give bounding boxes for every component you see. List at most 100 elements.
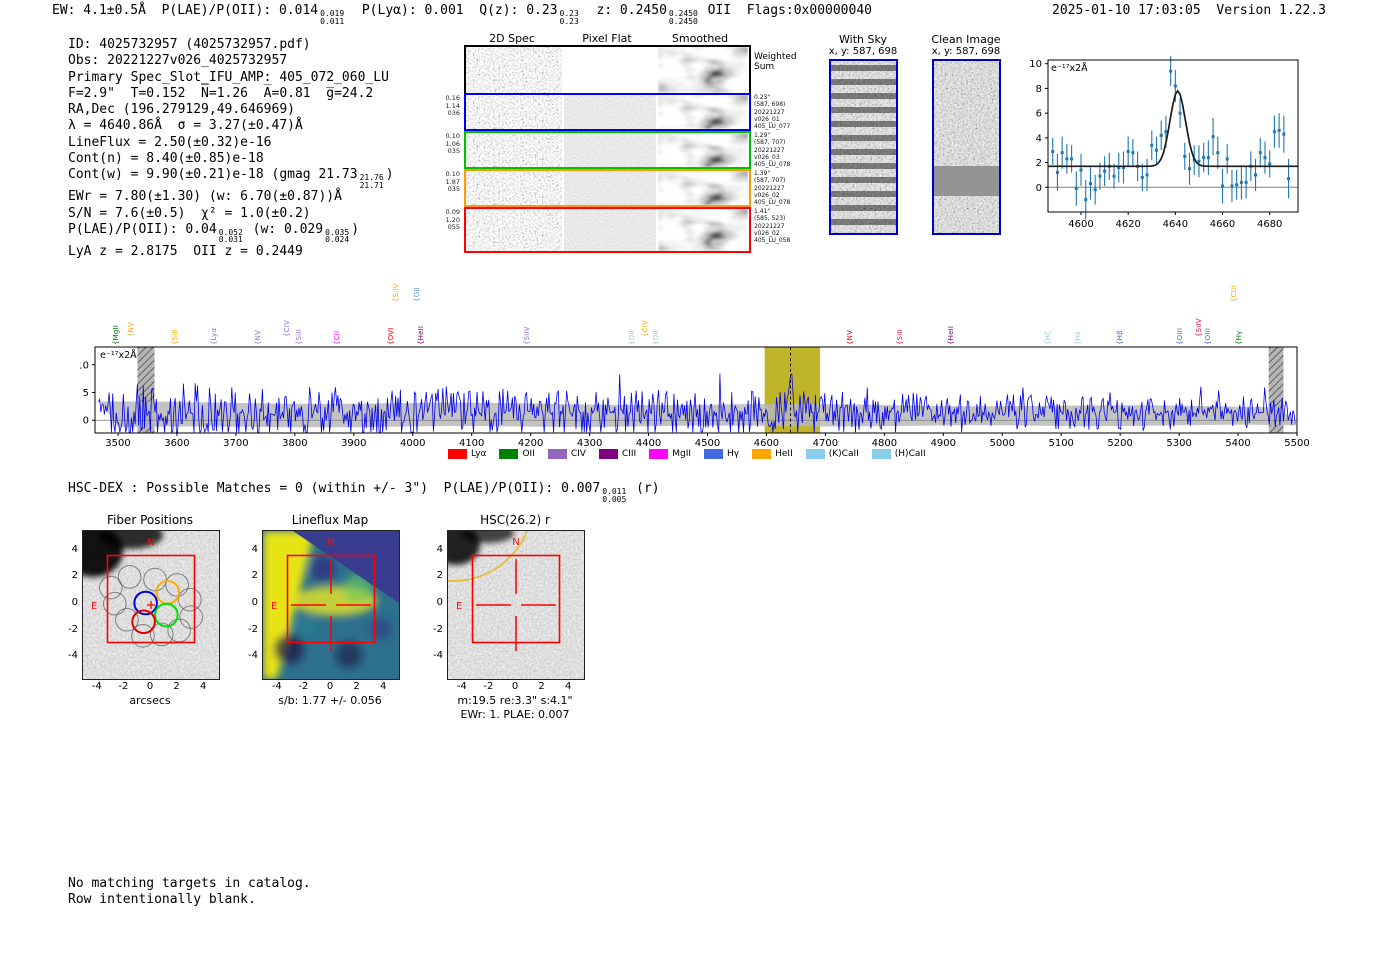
- cutout-x-tick: -2: [483, 681, 494, 692]
- legend-label: (K)CaII: [828, 449, 859, 459]
- report-version: Version 1.22.3: [1216, 3, 1326, 18]
- svg-text:6: 6: [1036, 109, 1042, 120]
- fiber-row-weights: 0.09 1.20 055: [445, 208, 460, 232]
- legend-item: CIII: [598, 449, 636, 459]
- fiber-row-info: 1.39" (587, 707) 20221227 v026_02 405_LU_078: [754, 170, 791, 207]
- clean-image: [932, 59, 1001, 235]
- cutout-y-tick: 4: [71, 543, 78, 555]
- emission-line-label: {SiIV: [391, 283, 400, 302]
- svg-text:4600: 4600: [1068, 219, 1093, 230]
- fiber-row-weights: 0.16 1.14 036: [445, 94, 460, 118]
- emission-line-label: {CIV: [640, 320, 649, 337]
- svg-text:4700: 4700: [813, 438, 838, 449]
- cutout-y-tick: -4: [248, 650, 258, 662]
- emission-line-label: {OIII: [1175, 327, 1184, 345]
- with-sky-coords: x, y: 587, 698: [828, 46, 898, 57]
- svg-text:2: 2: [1036, 158, 1042, 169]
- legend-item: Lyα: [448, 449, 486, 459]
- cutout-x-tick: 4: [565, 681, 572, 692]
- legend-swatch: [805, 449, 825, 459]
- legend-item: CIV: [547, 449, 586, 459]
- info-line: Cont(n) = 8.40(±0.85)e-18: [68, 151, 264, 167]
- legend-swatch: [448, 449, 467, 459]
- clean-image-title: Clean Image: [931, 33, 1001, 46]
- svg-text:4660: 4660: [1210, 219, 1235, 230]
- info-line: λ = 4640.86Å σ = 3.27(±0.47)Å: [68, 118, 303, 134]
- footer-line-2: Row intentionally blank.: [68, 891, 256, 907]
- fiber-positions-panel: N E: [82, 530, 220, 680]
- spec2d-image: [564, 95, 656, 129]
- svg-text:4680: 4680: [1257, 219, 1282, 230]
- spec2d-fiber-row: [464, 207, 751, 253]
- compass-north-label: N: [327, 537, 334, 548]
- svg-text:3700: 3700: [223, 438, 248, 449]
- emission-line-label: {CIV: [283, 320, 292, 337]
- fiber-row-weights: 0.10 1.06 035: [445, 132, 460, 156]
- uncertainty-fraction: 0.2450 0.2450: [668, 9, 698, 26]
- uncertainty-fraction: 0.019 0.011: [320, 9, 345, 26]
- emission-line-label: {SiIV: [523, 326, 532, 345]
- svg-text:5300: 5300: [1166, 438, 1191, 449]
- cutout-x-tick: 4: [200, 681, 207, 692]
- header-spacer: [1201, 3, 1217, 18]
- cutout-x-tick: -4: [91, 681, 102, 692]
- cutout-y-tick: 0: [251, 597, 258, 608]
- uncertainty-fraction: 0.23 0.23: [559, 9, 579, 26]
- aperture-circle: [448, 531, 529, 582]
- cutout-y-tick: 2: [71, 570, 78, 582]
- emission-line-label: {NV: [845, 329, 854, 345]
- cutout-x-tick: 2: [538, 681, 545, 692]
- clean-image-coords: x, y: 587, 698: [931, 46, 1001, 57]
- compass-north-label: N: [147, 537, 154, 548]
- cutout-y-tick: 0: [436, 597, 443, 608]
- header-summary: EW: 4.1±0.5Å P(LAE)/P(OII): 0.014 0.019 0.…: [52, 3, 872, 26]
- cutout-y-tick: -4: [68, 650, 78, 662]
- svg-text:3800: 3800: [282, 438, 307, 449]
- svg-text:4600: 4600: [754, 438, 779, 449]
- info-line: Obs: 20221227v026_4025732957: [68, 53, 288, 69]
- emission-line-label: {SiII: [295, 329, 304, 345]
- spec2d-image: [658, 209, 748, 251]
- uncertainty-fraction: 0.035 0.024: [325, 227, 350, 245]
- emission-line-label: {HeII: [416, 325, 425, 345]
- legend-swatch: [649, 449, 669, 459]
- svg-text:5500: 5500: [1284, 438, 1309, 449]
- legend-item: HeII: [752, 449, 793, 459]
- uncertainty-fraction: 21.76 21.71: [359, 173, 384, 190]
- cutout-y-tick: -2: [248, 623, 258, 635]
- svg-text:4900: 4900: [931, 438, 956, 449]
- emission-line-label: {NV: [253, 329, 262, 345]
- lineflux-map-panel: N E: [262, 530, 400, 680]
- lineflux-map-title: Lineflux Map: [291, 513, 369, 527]
- spec2d-section: 2D Spec Pixel Flat Smoothed Weighted Sum…: [420, 30, 820, 260]
- svg-text:4640: 4640: [1163, 219, 1188, 230]
- svg-text:5000: 5000: [990, 438, 1015, 449]
- hsc-r-panel: N E: [447, 530, 585, 680]
- emission-line-label: {Hγ: [1235, 330, 1244, 345]
- emission-line-label: {OII: [627, 330, 636, 345]
- info-line: P(LAE)/P(OII): 0.04 0.052 0.031 (w: 0.029 0…: [68, 221, 360, 245]
- svg-text:3600: 3600: [164, 438, 189, 449]
- legend-swatch: [499, 449, 519, 459]
- legend-label: CIV: [570, 449, 586, 459]
- hsc-dex-match-line: HSC-DEX : Possible Matches = 0 (within +…: [68, 481, 660, 504]
- fiber-row-info: 1.41" (585, 523) 20221227 v026_02 405_LU_058: [754, 208, 791, 245]
- spec2d-image: [466, 209, 562, 251]
- cutout-x-tick: 0: [146, 681, 154, 692]
- pixel-flat-image: [564, 47, 656, 93]
- svg-text:e⁻¹⁷x2Å: e⁻¹⁷x2Å: [1051, 62, 1088, 74]
- svg-text:3900: 3900: [341, 438, 366, 449]
- with-sky-title: With Sky: [839, 33, 887, 46]
- emission-line-label: {HeII: [947, 325, 956, 345]
- legend-swatch: [752, 449, 772, 459]
- spec2d-image: [466, 133, 562, 167]
- legend-swatch: [598, 449, 618, 459]
- cutout-y-tick: -2: [68, 623, 78, 635]
- cutout-x-tick: 0: [511, 681, 519, 692]
- spec2d-fiber-row: [464, 93, 751, 131]
- emission-line-label: {MgII: [112, 324, 121, 345]
- spec2d-image: [564, 133, 656, 167]
- footer-line-1: No matching targets in catalog.: [68, 876, 311, 891]
- svg-text:4500: 4500: [695, 438, 720, 449]
